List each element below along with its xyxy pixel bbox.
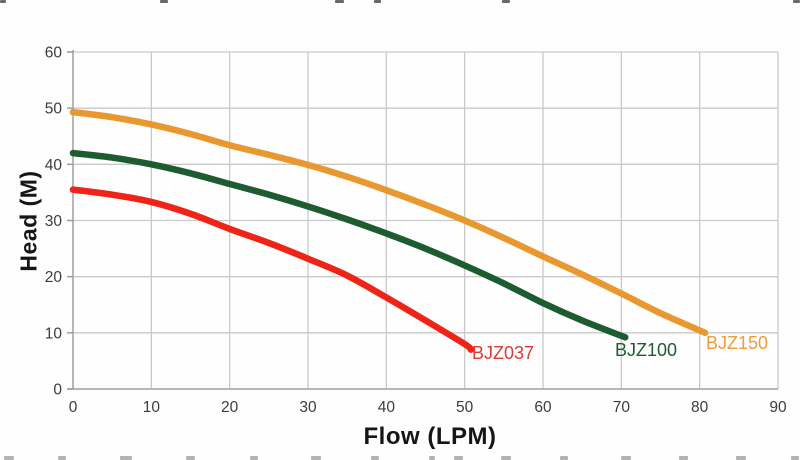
edge-artifact [560, 456, 568, 460]
y-tick-label: 60 [45, 45, 63, 62]
x-tick-label: 40 [378, 399, 396, 416]
edge-artifact [250, 456, 258, 460]
x-tick-label: 80 [691, 399, 709, 416]
y-tick-label: 20 [45, 269, 63, 286]
edge-artifact [791, 456, 799, 460]
x-tick-label: 0 [69, 399, 78, 416]
edge-artifact [429, 456, 435, 460]
y-tick-label: 50 [45, 101, 63, 118]
y-tick-label: 30 [45, 213, 63, 230]
edge-artifact [374, 0, 381, 3]
curve-BJZ150 [69, 108, 709, 337]
x-tick-label: 10 [143, 399, 161, 416]
curve-label-bjz150: BJZ150 [706, 333, 769, 353]
edge-artifact [679, 456, 688, 460]
curve-BJZ037 [69, 186, 475, 353]
curve-BJZ100 [69, 149, 629, 341]
edge-artifact [793, 0, 800, 3]
edge-artifact [454, 456, 463, 460]
y-tick-label: 0 [53, 382, 62, 399]
y-axis-title: Head (M) [15, 170, 42, 272]
x-tick-label: 50 [456, 399, 474, 416]
edge-artifact [120, 456, 132, 460]
edge-artifact [501, 456, 511, 460]
x-tick-label: 30 [299, 399, 317, 416]
edge-artifact [58, 456, 66, 460]
edge-artifact [736, 456, 746, 460]
edge-artifact [371, 456, 379, 460]
edge-artifact [335, 0, 344, 3]
y-tick-label: 40 [45, 157, 63, 174]
edge-artifact [186, 456, 195, 460]
x-axis-title: Flow (LPM) [363, 423, 497, 450]
y-tick-label: 10 [45, 325, 63, 342]
x-tick-label: 70 [613, 399, 631, 416]
curve-label-bjz100: BJZ100 [615, 340, 678, 360]
edge-artifact [160, 0, 168, 3]
x-tick-label: 90 [769, 399, 787, 416]
x-tick-label: 60 [534, 399, 552, 416]
edge-artifact [502, 0, 510, 3]
edge-artifact [0, 0, 6, 3]
edge-artifact [4, 456, 14, 460]
curve-label-bjz037: BJZ037 [472, 343, 535, 363]
x-tick-label: 20 [221, 399, 239, 416]
edge-artifact [621, 456, 631, 460]
edge-artifact [311, 456, 321, 460]
